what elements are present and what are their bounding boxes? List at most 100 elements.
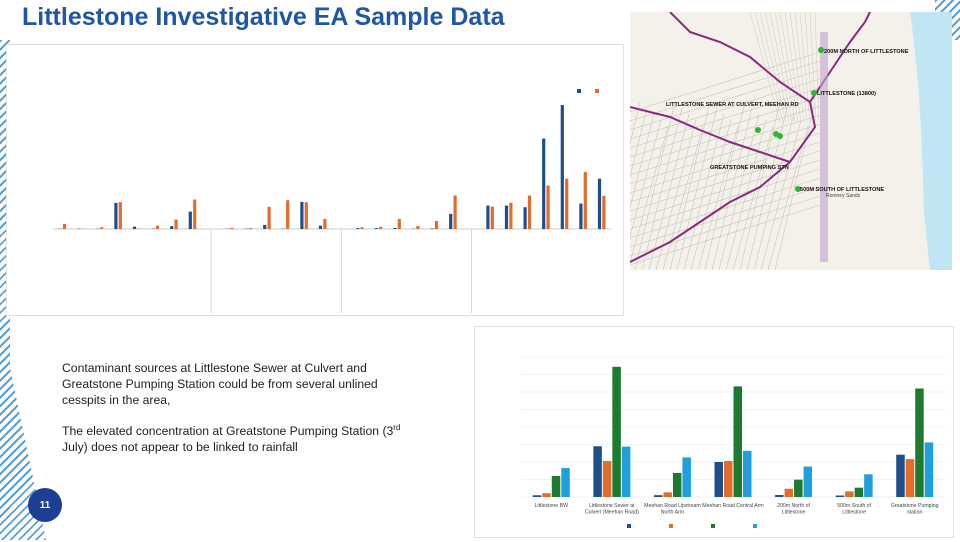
- page-number-badge: 11: [28, 488, 62, 522]
- chart2-category-label-line: North Arm: [661, 510, 684, 516]
- chart2-category-label-line: Littlestone: [842, 510, 866, 516]
- chart1-bar-ie: [598, 179, 601, 229]
- chart1-bar-ec: [416, 226, 419, 229]
- chart2-bar: [612, 367, 621, 497]
- commentary-paragraph-2-start: The elevated concentration at Greatstone…: [62, 424, 393, 438]
- chart2-category-label-line: Greatstone Pumping: [891, 503, 939, 509]
- chart1-bar-ie: [393, 228, 396, 229]
- chart2-bar: [654, 495, 663, 497]
- chart1-legend-swatch-ec: [595, 89, 599, 93]
- chart1-bar-ec: [528, 196, 531, 230]
- chart2-bar: [836, 496, 845, 497]
- chart1-bar-ie: [319, 226, 322, 229]
- chart2-category-label-line: station: [907, 510, 922, 516]
- chart1-legend-swatch-ie: [577, 89, 581, 93]
- chart1-bar-ec: [156, 226, 159, 229]
- chart2-bar: [603, 461, 612, 497]
- chart2-category-label-line: 200m North of: [777, 503, 810, 509]
- chart2-bar: [682, 457, 691, 497]
- chart1-bar-ec: [286, 200, 289, 229]
- chart2-legend-swatch: [753, 524, 757, 528]
- commentary-paragraph-2: The elevated concentration at Greatstone…: [62, 420, 402, 455]
- chart1-bar-ec: [175, 220, 178, 229]
- chart1-bar-ie: [356, 228, 359, 229]
- chart1-bar-ie: [189, 212, 192, 229]
- chart1-bar-ec: [379, 227, 382, 229]
- chart1-bar-ec: [100, 227, 103, 229]
- chart1-bar-ec: [454, 196, 457, 230]
- slide-title: Littlestone Investigative EA Sample Data: [22, 3, 505, 32]
- chart2-bar: [896, 455, 905, 497]
- chart1-bar-ie: [449, 214, 452, 229]
- chart2-legend-swatch: [669, 524, 673, 528]
- map-label-greatstone: GREATSTONE PUMPING STN: [710, 165, 789, 171]
- chart2-bar: [864, 474, 873, 497]
- chart1-bar-ie: [486, 206, 489, 229]
- chart2-bar: [552, 476, 561, 497]
- chart1-bar-ec: [565, 179, 568, 229]
- chart2-bar: [915, 389, 924, 498]
- map-marker-greatstone: [777, 133, 783, 139]
- chart1-bar-ie: [561, 105, 564, 229]
- map-coast-road: [820, 32, 828, 262]
- chart2-category-label-line: Littlestone BW: [535, 503, 569, 509]
- chart2-category-label-line: Meehan Road Upstream: [644, 503, 701, 509]
- chart1-bar-ie: [505, 206, 508, 229]
- chart2-bar: [593, 446, 602, 497]
- chart2-bar: [775, 495, 784, 497]
- chart1-bar-ie: [170, 226, 173, 229]
- chart2-category-label-line: 500m South of: [837, 503, 871, 509]
- chart2-bar: [622, 447, 631, 497]
- chart1-bar-ie: [579, 204, 582, 229]
- chart2-bar: [794, 480, 803, 497]
- chart2-bar: [663, 492, 672, 497]
- chart1-bar-ie: [542, 139, 545, 229]
- chart2-bar: [673, 473, 682, 497]
- chart1-bar-ie: [133, 227, 136, 229]
- chart2-bar: [855, 488, 864, 497]
- chart1-bar-ie: [524, 207, 527, 229]
- map-label-sewer: LITTLESTONE SEWER AT CULVERT, MEEHAN RD: [666, 102, 799, 108]
- chart1-bar-ec: [230, 228, 233, 229]
- chart2-category-label: Littlestone BW: [535, 503, 569, 509]
- chart2-bar: [715, 462, 724, 497]
- sampling-results-chart: [6, 44, 624, 316]
- chart2-bar: [925, 442, 934, 497]
- chart1-bar-ec: [509, 203, 512, 229]
- chart2-bar: [533, 495, 542, 497]
- location-map: 200M NORTH OF LITTLESTONE LITTLESTONE SE…: [630, 12, 952, 270]
- chart2-bar: [734, 386, 743, 497]
- chart1-bar-ie: [114, 203, 117, 229]
- chart2-bar: [845, 491, 854, 497]
- chart1-bar-ec: [602, 196, 605, 229]
- chart1-bar-ec: [63, 224, 66, 229]
- chart1-bar-ec: [584, 172, 587, 229]
- chart1-bar-ie: [263, 225, 266, 229]
- chart2-category-label-line: Littlestone: [782, 510, 806, 516]
- chart1-bar-ie: [375, 228, 378, 229]
- chart1-bar-ec: [305, 202, 308, 229]
- chart1-bar-ec: [268, 207, 271, 229]
- map-label-romney-sands: Romney Sands: [826, 193, 861, 199]
- chart1-bar-ec: [323, 219, 326, 229]
- chart1-bar-ec: [249, 228, 252, 229]
- chart2-legend-swatch: [627, 524, 631, 528]
- chart1-bar-ec: [435, 221, 438, 229]
- chart2-bar: [804, 467, 813, 497]
- chart2-bar: [724, 461, 733, 497]
- chart1-bar-ie: [300, 202, 303, 229]
- chart1-bar-ec: [547, 185, 550, 229]
- chart2-legend-swatch: [711, 524, 715, 528]
- commentary-ordinal-suffix: rd: [393, 423, 400, 432]
- chart1-bar-ie: [431, 228, 434, 229]
- chart2-category-label-line: Littlestone Sewer at: [589, 503, 635, 509]
- chart2-category-label-line: Culvert (Meehan Road): [585, 510, 639, 516]
- chart2-category-label-line: Meehan Road Central Arm: [702, 503, 763, 509]
- chart1-bar-ec: [361, 227, 364, 229]
- sampling-results-chart-svg: [7, 45, 623, 315]
